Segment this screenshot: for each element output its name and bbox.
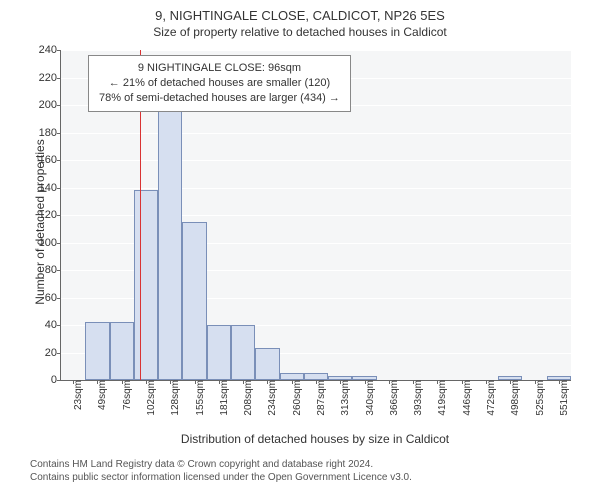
x-tick-label: 419sqm [433, 380, 448, 416]
x-tick-label: 181sqm [215, 380, 230, 416]
x-tick-label: 102sqm [142, 380, 157, 416]
y-tick-label: 20 [45, 347, 61, 359]
x-tick-label: 234sqm [263, 380, 278, 416]
grid-line [61, 133, 571, 134]
x-axis-label: Distribution of detached houses by size … [60, 432, 570, 446]
footer-line-1: Contains HM Land Registry data © Crown c… [30, 458, 412, 471]
histogram-bar [280, 373, 304, 380]
footer-line-2: Contains public sector information licen… [30, 471, 412, 484]
x-tick-label: 260sqm [288, 380, 303, 416]
x-tick-label: 446sqm [458, 380, 473, 416]
y-tick-label: 0 [51, 374, 61, 386]
x-tick-label: 128sqm [166, 380, 181, 416]
histogram-bar [207, 325, 231, 380]
histogram-bar [158, 105, 182, 380]
y-tick-label: 40 [45, 319, 61, 331]
grid-line [61, 50, 571, 51]
x-tick-label: 551sqm [555, 380, 570, 416]
x-tick-label: 525sqm [531, 380, 546, 416]
y-tick-label: 200 [39, 99, 61, 111]
x-tick-label: 393sqm [409, 380, 424, 416]
histogram-bar [85, 322, 109, 380]
histogram-bar [182, 222, 206, 380]
x-tick-label: 287sqm [312, 380, 327, 416]
grid-line [61, 188, 571, 189]
histogram-bar [255, 348, 279, 380]
y-tick-label: 240 [39, 44, 61, 56]
x-tick-label: 76sqm [118, 380, 133, 410]
y-tick-label: 60 [45, 292, 61, 304]
grid-line [61, 160, 571, 161]
x-tick-label: 498sqm [506, 380, 521, 416]
x-tick-label: 23sqm [69, 380, 84, 410]
info-line-2: ← 21% of detached houses are smaller (12… [99, 76, 340, 91]
x-tick-label: 155sqm [191, 380, 206, 416]
x-tick-label: 313sqm [336, 380, 351, 416]
y-tick-label: 220 [39, 72, 61, 84]
y-tick-label: 80 [45, 264, 61, 276]
info-line-3: 78% of semi-detached houses are larger (… [99, 91, 340, 106]
histogram-bar [231, 325, 255, 380]
info-line-1: 9 NIGHTINGALE CLOSE: 96sqm [99, 61, 340, 76]
histogram-bar [134, 190, 158, 380]
histogram-bar [110, 322, 134, 380]
x-tick-label: 49sqm [93, 380, 108, 410]
footer-attribution: Contains HM Land Registry data © Crown c… [30, 458, 412, 484]
page-title-1: 9, NIGHTINGALE CLOSE, CALDICOT, NP26 5ES [0, 0, 600, 23]
page-title-2: Size of property relative to detached ho… [0, 23, 600, 39]
x-tick-label: 340sqm [361, 380, 376, 416]
x-tick-label: 366sqm [385, 380, 400, 416]
info-box: 9 NIGHTINGALE CLOSE: 96sqm ← 21% of deta… [88, 55, 351, 112]
x-tick-label: 472sqm [482, 380, 497, 416]
y-axis-label: Number of detached properties [33, 122, 47, 322]
histogram-bar [304, 373, 328, 380]
x-tick-label: 208sqm [239, 380, 254, 416]
